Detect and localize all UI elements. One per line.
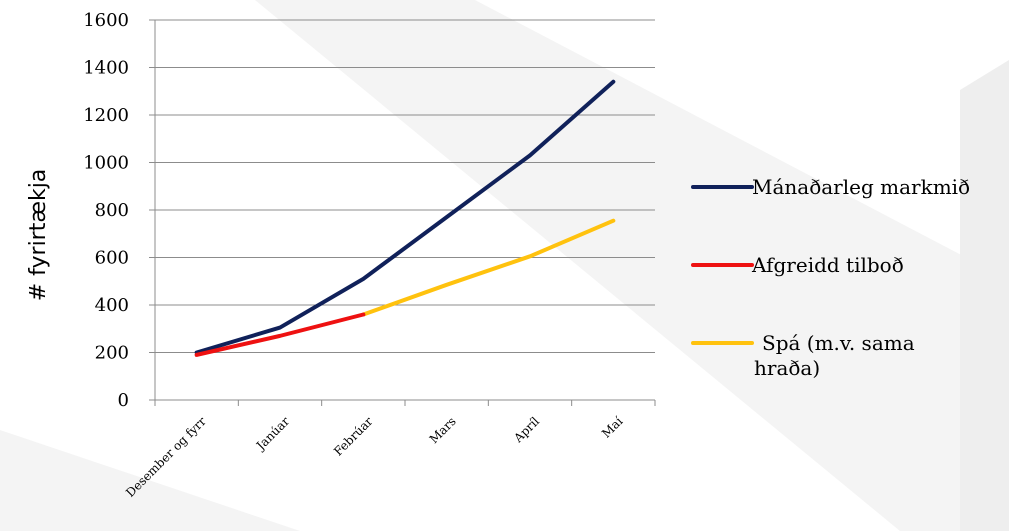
series-line-0	[194, 79, 616, 355]
legend: Mánaðarleg markmið Afgreidd tilboð Spá (m.…	[691, 175, 970, 380]
series-line-1	[194, 312, 366, 357]
y-axis-label: # fyrirtækja	[26, 169, 51, 302]
y-tick-label: 1600	[83, 10, 129, 31]
series-line-2	[361, 218, 616, 317]
x-category-label: Maí	[599, 414, 625, 440]
x-category-label: Mars	[427, 414, 459, 446]
y-tick-label: 1200	[83, 105, 129, 126]
x-category-label: Janúar	[252, 414, 292, 454]
series-lines	[194, 79, 616, 357]
y-tick-label: 0	[118, 390, 129, 411]
y-tick-label: 1400	[83, 58, 129, 79]
legend-label-1: Afgreidd tilboð	[751, 253, 904, 277]
legend-label-2: Spá (m.v. sama	[762, 331, 915, 355]
y-tick-label: 1000	[83, 153, 129, 174]
x-category-label: Febrúar	[331, 414, 376, 459]
y-tick-label: 800	[95, 200, 129, 221]
gridlines	[155, 19, 655, 353]
y-tick-label: 400	[95, 295, 129, 316]
x-category-label: Apríl	[510, 414, 542, 446]
legend-label-0: Mánaðarleg markmið	[752, 175, 970, 199]
y-tick-label: 200	[95, 343, 129, 364]
legend-label-2-line2: hraða)	[754, 356, 820, 380]
y-tick-label: 600	[95, 248, 129, 269]
